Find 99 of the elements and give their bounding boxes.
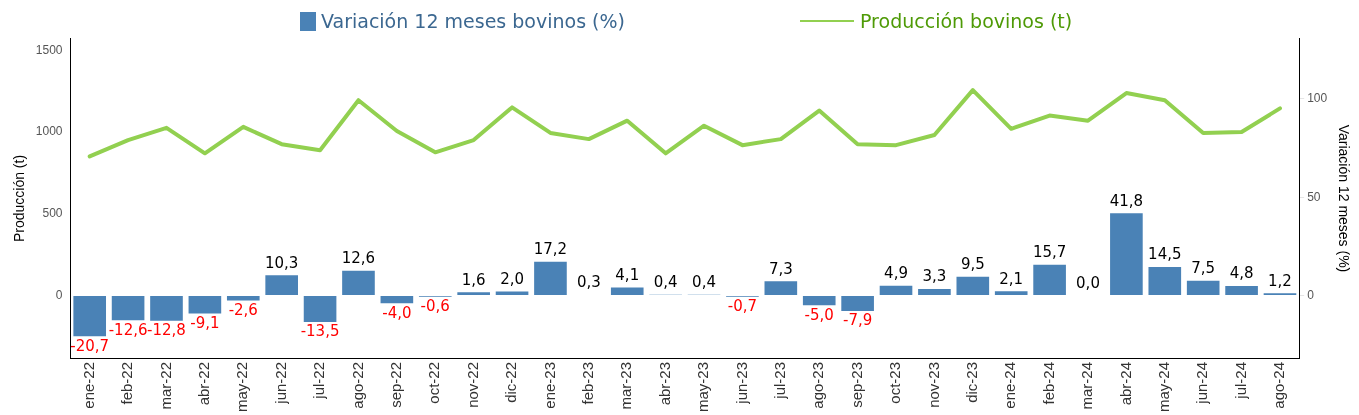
x-tick-label: may-22 xyxy=(233,361,251,413)
bar xyxy=(764,281,798,295)
x-tick-label: sep-23 xyxy=(847,361,865,408)
bar xyxy=(265,275,298,295)
data-label: -4,0 xyxy=(382,303,412,322)
y-axis-title: Producción (t) xyxy=(11,154,28,243)
data-label: -12,8 xyxy=(147,321,186,340)
data-label: 7,5 xyxy=(1191,259,1216,278)
x-tick-label: jul-24 xyxy=(1231,361,1249,400)
data-label: 4,1 xyxy=(615,265,640,284)
x-tick-label: nov-22 xyxy=(463,361,481,408)
data-label: 14,5 xyxy=(1148,245,1182,264)
bar xyxy=(188,295,222,314)
legend-label: Producción bovinos (t) xyxy=(860,10,1073,32)
x-tick-label: feb-24 xyxy=(1039,361,1057,405)
x-tick-label: jun-22 xyxy=(271,361,289,405)
bar xyxy=(994,291,1028,295)
x-tick-label: oct-22 xyxy=(425,361,443,404)
bar xyxy=(380,295,414,304)
bar xyxy=(226,295,260,301)
data-label: 12,6 xyxy=(341,249,376,268)
bar xyxy=(111,295,145,321)
y2-tick-label: 100 xyxy=(1307,91,1328,106)
bar xyxy=(1148,266,1182,295)
data-label: 10,3 xyxy=(264,253,299,272)
bar xyxy=(1186,280,1220,295)
x-tick-label: mar-23 xyxy=(617,361,635,410)
data-label: 41,8 xyxy=(1109,191,1144,210)
bar xyxy=(73,295,107,337)
x-tick-label: may-24 xyxy=(1154,361,1172,413)
x-tick-label: ene-22 xyxy=(79,361,97,409)
x-tick-label: abr-23 xyxy=(655,361,673,406)
x-tick-label: jun-24 xyxy=(1193,361,1211,405)
bar xyxy=(956,276,990,295)
y-tick-label: 1500 xyxy=(35,42,63,57)
data-label: 4,8 xyxy=(1229,264,1254,283)
bar xyxy=(457,292,490,295)
data-label: 17,2 xyxy=(533,240,568,259)
y-tick-label: 1000 xyxy=(35,124,63,139)
y-tick-label: 500 xyxy=(42,205,63,220)
bar xyxy=(150,295,183,321)
data-label: -2,6 xyxy=(228,301,258,319)
data-label: -0,7 xyxy=(727,297,758,316)
data-label: 0,0 xyxy=(1076,273,1100,292)
data-label: 0,3 xyxy=(576,273,601,292)
data-label: 9,5 xyxy=(960,255,985,274)
legend-label: Variación 12 meses bovinos (%) xyxy=(321,10,625,32)
bar xyxy=(534,261,567,295)
bar xyxy=(1225,286,1258,295)
x-tick-label: ago-22 xyxy=(348,361,366,409)
data-label: 3,3 xyxy=(922,267,947,286)
x-tick-label: may-23 xyxy=(694,361,712,413)
x-tick-label: feb-23 xyxy=(578,361,596,405)
bar xyxy=(802,295,836,306)
bar xyxy=(303,295,337,323)
x-tick-label: feb-22 xyxy=(118,361,136,405)
data-label: 1,2 xyxy=(1268,271,1292,290)
x-tick-label: jun-23 xyxy=(732,361,750,405)
x-tick-label: sep-22 xyxy=(387,361,404,408)
data-label: -13,5 xyxy=(300,322,340,341)
x-tick-label: abr-22 xyxy=(195,361,213,406)
x-tick-label: mar-22 xyxy=(156,361,174,410)
x-tick-label: mar-24 xyxy=(1078,361,1096,410)
x-tick-label: dic-22 xyxy=(502,361,520,403)
y-tick-label: 0 xyxy=(55,287,63,302)
x-tick-label: jul-23 xyxy=(770,361,788,400)
bar xyxy=(841,295,874,312)
y2-tick-label: 50 xyxy=(1307,189,1321,204)
data-label: 2,1 xyxy=(999,269,1024,288)
bar xyxy=(879,285,913,295)
bar xyxy=(1110,213,1143,295)
bar xyxy=(610,287,644,295)
data-label: 0,4 xyxy=(653,273,678,292)
x-tick-label: ago-23 xyxy=(809,361,827,409)
x-tick-label: ago-24 xyxy=(1270,361,1288,409)
bar xyxy=(342,270,375,295)
x-tick-label: ene-24 xyxy=(1001,361,1019,409)
data-label: 0,4 xyxy=(692,273,716,292)
x-tick-label: ene-23 xyxy=(540,361,558,409)
x-tick-label: abr-24 xyxy=(1116,361,1134,406)
data-label: -0,6 xyxy=(420,297,450,316)
bar xyxy=(918,289,951,295)
x-tick-label: dic-23 xyxy=(962,361,980,403)
data-label: -9,1 xyxy=(190,313,220,332)
y2-tick-label: 0 xyxy=(1307,287,1315,302)
data-label: 1,6 xyxy=(461,270,486,289)
data-label: -20,7 xyxy=(70,336,110,355)
data-label: -5,0 xyxy=(804,305,834,324)
bar xyxy=(1033,264,1066,295)
data-label: 4,9 xyxy=(884,264,908,283)
x-tick-label: jul-22 xyxy=(310,361,328,400)
data-label: -7,9 xyxy=(842,311,873,330)
x-tick-label: oct-23 xyxy=(886,361,904,404)
data-label: 2,0 xyxy=(500,269,524,288)
y2-axis-title: Variación 12 meses (%) xyxy=(1335,124,1352,273)
data-label: 15,7 xyxy=(1032,243,1067,262)
data-label: 7,3 xyxy=(768,259,793,278)
x-tick-label: nov-23 xyxy=(924,361,942,408)
data-label: -12,6 xyxy=(108,320,148,339)
